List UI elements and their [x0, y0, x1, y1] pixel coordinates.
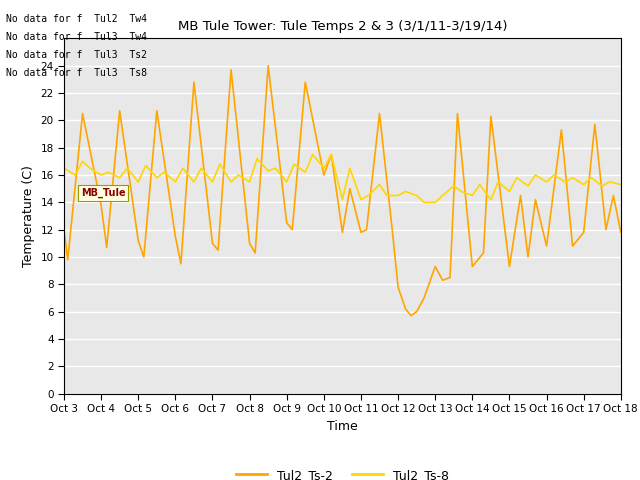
Text: No data for f  Tul3  Ts8: No data for f Tul3 Ts8: [6, 68, 147, 78]
Tul2_Ts-2: [420, 295, 428, 301]
Tul2_Ts-2: [407, 313, 415, 319]
Tul2_Ts-8: [209, 179, 216, 185]
Tul2_Ts-2: [172, 234, 179, 240]
Y-axis label: Temperature (C): Temperature (C): [22, 165, 35, 267]
Tul2_Ts-8: [413, 192, 420, 198]
Title: MB Tule Tower: Tule Temps 2 & 3 (3/1/11-3/19/14): MB Tule Tower: Tule Temps 2 & 3 (3/1/11-…: [178, 20, 507, 33]
Tul2_Ts-2: [60, 227, 68, 232]
Tul2_Ts-8: [628, 179, 636, 185]
Text: No data for f  Tul2  Tw4: No data for f Tul2 Tw4: [6, 13, 147, 24]
Text: No data for f  Tul3  Ts2: No data for f Tul3 Ts2: [6, 50, 147, 60]
Tul2_Ts-2: [468, 264, 476, 269]
Tul2_Ts-2: [402, 306, 410, 312]
X-axis label: Time: Time: [327, 420, 358, 432]
Tul2_Ts-2: [264, 63, 272, 69]
Tul2_Ts-2: [431, 264, 439, 269]
Tul2_Ts-8: [346, 165, 354, 171]
Text: No data for f  Tul3  Tw4: No data for f Tul3 Tw4: [6, 32, 147, 42]
Legend: Tul2_Ts-2, Tul2_Ts-8: Tul2_Ts-2, Tul2_Ts-8: [231, 464, 454, 480]
Text: MB_Tule: MB_Tule: [81, 188, 125, 198]
Tul2_Ts-8: [420, 200, 428, 205]
Tul2_Ts-2: [628, 183, 636, 189]
Tul2_Ts-8: [309, 152, 317, 157]
Tul2_Ts-8: [60, 165, 68, 171]
Tul2_Ts-8: [105, 169, 113, 175]
Line: Tul2_Ts-8: Tul2_Ts-8: [64, 155, 632, 203]
Tul2_Ts-8: [569, 175, 577, 180]
Line: Tul2_Ts-2: Tul2_Ts-2: [64, 66, 632, 316]
Tul2_Ts-2: [320, 172, 328, 178]
Tul2_Ts-8: [172, 179, 179, 185]
